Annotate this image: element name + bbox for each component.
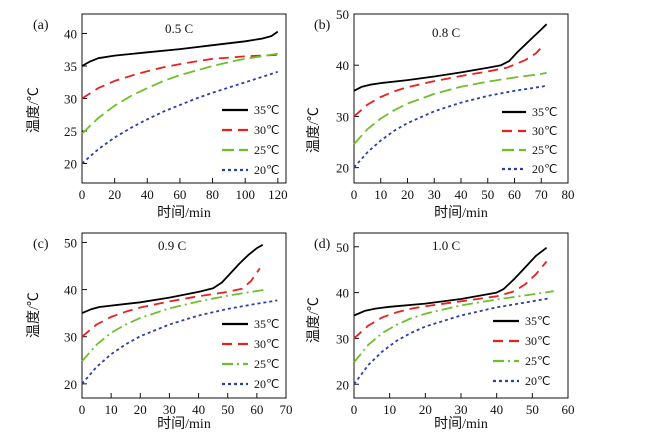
rate-condition-label: 1.0 C (432, 238, 460, 253)
legend-label: 30℃ (254, 123, 279, 137)
legend-label: 35℃ (525, 314, 550, 328)
legend-label: 35℃ (254, 103, 279, 117)
y-tick-label: 50 (336, 7, 349, 22)
legend-label: 30℃ (254, 337, 279, 351)
x-tick-label: 100 (235, 187, 255, 202)
x-tick-label: 60 (173, 187, 186, 202)
legend-label: 30℃ (525, 334, 550, 348)
x-tick-label: 30 (455, 402, 468, 417)
legend-label: 25℃ (254, 143, 279, 157)
x-tick-label: 10 (374, 187, 387, 202)
legend-label: 35℃ (254, 317, 279, 331)
x-tick-label: 40 (455, 187, 468, 202)
x-tick-label: 50 (221, 402, 234, 417)
x-tick-label: 80 (562, 187, 575, 202)
plot-frame (353, 13, 569, 184)
x-axis-title: 时间/min (434, 205, 488, 221)
y-tick-label: 20 (336, 161, 349, 176)
y-tick-label: 40 (336, 58, 349, 73)
series-line-35c (353, 23, 548, 92)
rate-condition-label: 0.8 C (432, 25, 460, 40)
x-tick-label: 30 (163, 402, 176, 417)
x-tick-label: 0 (351, 187, 358, 202)
series-line-30c (353, 260, 548, 340)
y-tick-label: 20 (64, 157, 77, 172)
panel-label: (b) (314, 18, 331, 33)
y-axis-title: 温度/℃ (26, 87, 42, 133)
rate-condition-label: 0.9 C (158, 238, 186, 253)
y-tick-label: 50 (64, 235, 77, 250)
x-tick-label: 0 (79, 402, 86, 417)
legend-label: 20℃ (525, 374, 550, 388)
series-line-35c (353, 246, 548, 317)
x-tick-label: 80 (206, 187, 219, 202)
x-tick-label: 50 (526, 402, 539, 417)
series-line-25c (353, 290, 554, 363)
y-tick-label: 25 (64, 124, 77, 139)
series-line-35c (81, 244, 264, 314)
x-tick-label: 20 (108, 187, 121, 202)
x-tick-label: 60 (250, 402, 263, 417)
x-tick-label: 10 (105, 402, 118, 417)
series-line-25c (81, 288, 266, 362)
x-axis-title: 时间/min (157, 205, 211, 221)
y-tick-label: 30 (336, 331, 349, 346)
series-line-25c (81, 52, 278, 135)
x-tick-label: 0 (351, 402, 358, 417)
y-tick-label: 40 (64, 27, 77, 42)
series-line-25c (353, 72, 547, 145)
panel-label: (d) (314, 237, 331, 252)
series-line-20c (353, 84, 547, 169)
x-tick-label: 20 (134, 402, 147, 417)
x-tick-label: 120 (268, 187, 288, 202)
x-tick-label: 40 (490, 402, 503, 417)
x-tick-label: 60 (508, 187, 521, 202)
legend-label: 20℃ (254, 377, 279, 391)
y-tick-label: 30 (336, 109, 349, 124)
x-tick-label: 0 (79, 187, 86, 202)
series-line-35c (81, 30, 279, 67)
x-tick-label: 60 (562, 402, 575, 417)
x-tick-label: 40 (141, 187, 154, 202)
series-line-20c (81, 299, 278, 385)
x-tick-label: 30 (428, 187, 441, 202)
y-tick-label: 20 (64, 377, 77, 392)
legend-label: 20℃ (532, 162, 557, 176)
x-tick-label: 50 (481, 187, 494, 202)
y-tick-label: 30 (64, 330, 77, 345)
legend-label: 30℃ (532, 124, 557, 138)
x-axis-title: 时间/min (157, 416, 211, 432)
x-tick-label: 70 (280, 402, 293, 417)
legend-label: 35℃ (532, 105, 557, 119)
y-tick-label: 20 (336, 377, 349, 392)
legend-label: 25℃ (525, 354, 550, 368)
rate-condition-label: 0.5 C (165, 21, 193, 36)
x-tick-label: 20 (419, 402, 432, 417)
series-line-30c (81, 267, 261, 338)
plot-frame (81, 232, 287, 399)
y-axis-title: 温度/℃ (306, 297, 322, 343)
legend-label: 20℃ (254, 163, 279, 177)
y-axis-title: 温度/℃ (26, 292, 42, 338)
x-tick-label: 40 (192, 402, 205, 417)
series-line-30c (81, 54, 278, 100)
x-tick-label: 70 (535, 187, 548, 202)
y-tick-label: 40 (336, 286, 349, 301)
panel-label: (a) (33, 18, 49, 33)
x-tick-label: 10 (383, 402, 396, 417)
series-line-20c (353, 297, 551, 385)
y-tick-label: 40 (64, 283, 77, 298)
y-tick-label: 30 (64, 92, 77, 107)
x-axis-title: 时间/min (434, 416, 488, 432)
legend-label: 25℃ (254, 357, 279, 371)
x-tick-label: 20 (401, 187, 414, 202)
y-tick-label: 50 (336, 240, 349, 255)
series-line-30c (353, 44, 545, 118)
panel-label: (c) (33, 237, 49, 252)
y-axis-title: 温度/℃ (306, 107, 322, 153)
series-line-20c (81, 70, 279, 165)
legend-label: 25℃ (532, 143, 557, 157)
y-tick-label: 35 (64, 59, 77, 74)
